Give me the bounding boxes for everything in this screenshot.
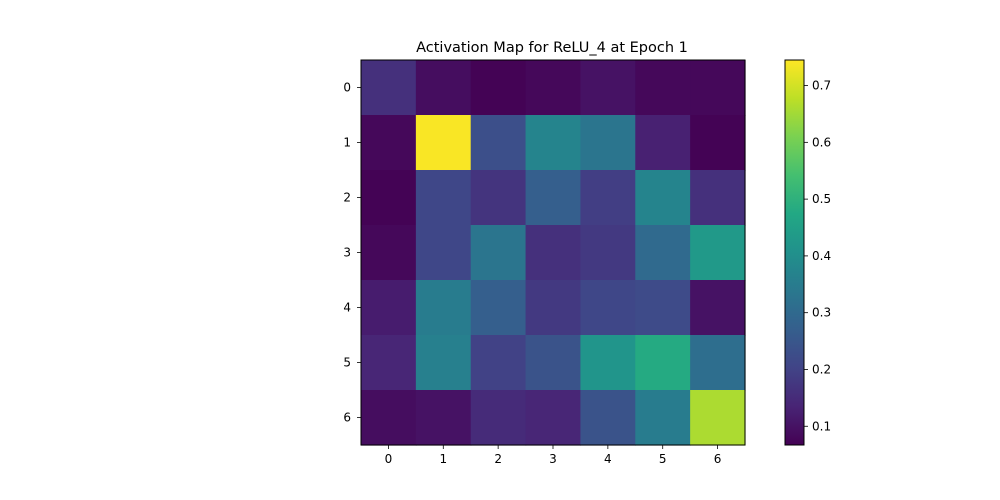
colorbar-tick-label: 0.4: [812, 249, 831, 263]
heatmap-cell-r1-c6: [690, 115, 746, 171]
y-tick-label: 4: [343, 301, 351, 315]
y-tick-label: 1: [343, 136, 351, 150]
heatmap-cell-r3-c5: [635, 225, 691, 281]
heatmap-cell-r4-c5: [635, 280, 691, 336]
colorbar-tick-label: 0.1: [812, 419, 831, 433]
x-axis: 0 1 2 3 4 5 6: [385, 445, 722, 466]
colorbar-tick-label: 0.3: [812, 306, 831, 320]
heatmap-cell-r5-c3: [525, 335, 582, 391]
heatmap-cell-r3-c3: [525, 225, 582, 281]
heatmap-cell-r5-c0: [361, 335, 417, 391]
y-tick-label: 3: [343, 246, 351, 260]
x-tick-label: 4: [604, 452, 612, 466]
heatmap-cell-r4-c2: [470, 280, 527, 336]
heatmap-cell-r5-c2: [470, 335, 527, 391]
y-tick-label: 0: [343, 81, 351, 95]
heatmap-cell-r6-c1: [415, 390, 472, 446]
heatmap-cell-r3-c0: [361, 225, 417, 281]
heatmap-cell-r0-c6: [690, 60, 746, 116]
heatmap-cell-r3-c6: [690, 225, 746, 281]
heatmap-cell-r4-c6: [690, 280, 746, 336]
heatmap-cell-r2-c4: [580, 170, 636, 226]
chart-title: Activation Map for ReLU_4 at Epoch 1: [416, 40, 688, 56]
heatmap-cell-r0-c1: [415, 60, 472, 116]
heatmap-cell-r2-c0: [361, 170, 417, 226]
heatmap-cell-r3-c4: [580, 225, 636, 281]
heatmap-cell-r4-c0: [361, 280, 417, 336]
heatmap-cell-r5-c6: [690, 335, 746, 391]
heatmap-cell-r6-c4: [580, 390, 636, 446]
heatmap-cell-r6-c5: [635, 390, 691, 446]
heatmap-cell-r2-c2: [470, 170, 527, 226]
y-tick-label: 5: [343, 356, 351, 370]
x-tick-label: 3: [549, 452, 557, 466]
heatmap-cell-r6-c0: [361, 390, 417, 446]
heatmap-grid: [361, 60, 746, 446]
x-tick-label: 0: [385, 452, 393, 466]
heatmap-cell-r1-c5: [635, 115, 691, 171]
heatmap-cell-r2-c6: [690, 170, 746, 226]
heatmap-cell-r4-c4: [580, 280, 636, 336]
heatmap-cell-r1-c4: [580, 115, 636, 171]
colorbar-axis: 0.1 0.2 0.3 0.4 0.5 0.6 0.7: [804, 79, 831, 433]
colorbar: [784, 59, 805, 446]
colorbar-tick-label: 0.5: [812, 192, 831, 206]
heatmap-cell-r3-c2: [470, 225, 527, 281]
heatmap-cell-r2-c5: [635, 170, 691, 226]
heatmap-cell-r0-c0: [361, 60, 417, 116]
y-axis: 0 1 2 3 4 5 6: [343, 81, 361, 425]
colorbar-tick-label: 0.7: [812, 79, 831, 93]
x-tick-label: 5: [659, 452, 667, 466]
x-tick-label: 2: [494, 452, 502, 466]
heatmap-cell-r3-c1: [415, 225, 472, 281]
heatmap-cell-r0-c2: [470, 60, 527, 116]
heatmap-cell-r4-c3: [525, 280, 582, 336]
heatmap-cell-r0-c5: [635, 60, 691, 116]
heatmap-cell-r5-c4: [580, 335, 636, 391]
heatmap-cell-r1-c0: [361, 115, 417, 171]
x-tick-label: 1: [439, 452, 447, 466]
y-tick-label: 6: [343, 411, 351, 425]
x-tick-label: 6: [714, 452, 722, 466]
colorbar-tick-label: 0.2: [812, 362, 831, 376]
heatmap-cell-r6-c2: [470, 390, 527, 446]
heatmap-cell-r5-c5: [635, 335, 691, 391]
heatmap-cell-r6-c3: [525, 390, 582, 446]
heatmap-cell-r1-c1: [415, 115, 472, 171]
heatmap-cell-r2-c3: [525, 170, 582, 226]
heatmap-cell-r4-c1: [415, 280, 472, 336]
heatmap-cell-r2-c1: [415, 170, 472, 226]
heatmap-cell-r0-c4: [580, 60, 636, 116]
heatmap-cell-r0-c3: [525, 60, 582, 116]
colorbar-tick-label: 0.6: [812, 135, 831, 149]
y-tick-label: 2: [343, 191, 351, 205]
heatmap-cell-r1-c2: [470, 115, 527, 171]
heatmap-cell-r1-c3: [525, 115, 582, 171]
heatmap-cell-r5-c1: [415, 335, 472, 391]
heatmap-cell-r6-c6: [690, 390, 746, 446]
